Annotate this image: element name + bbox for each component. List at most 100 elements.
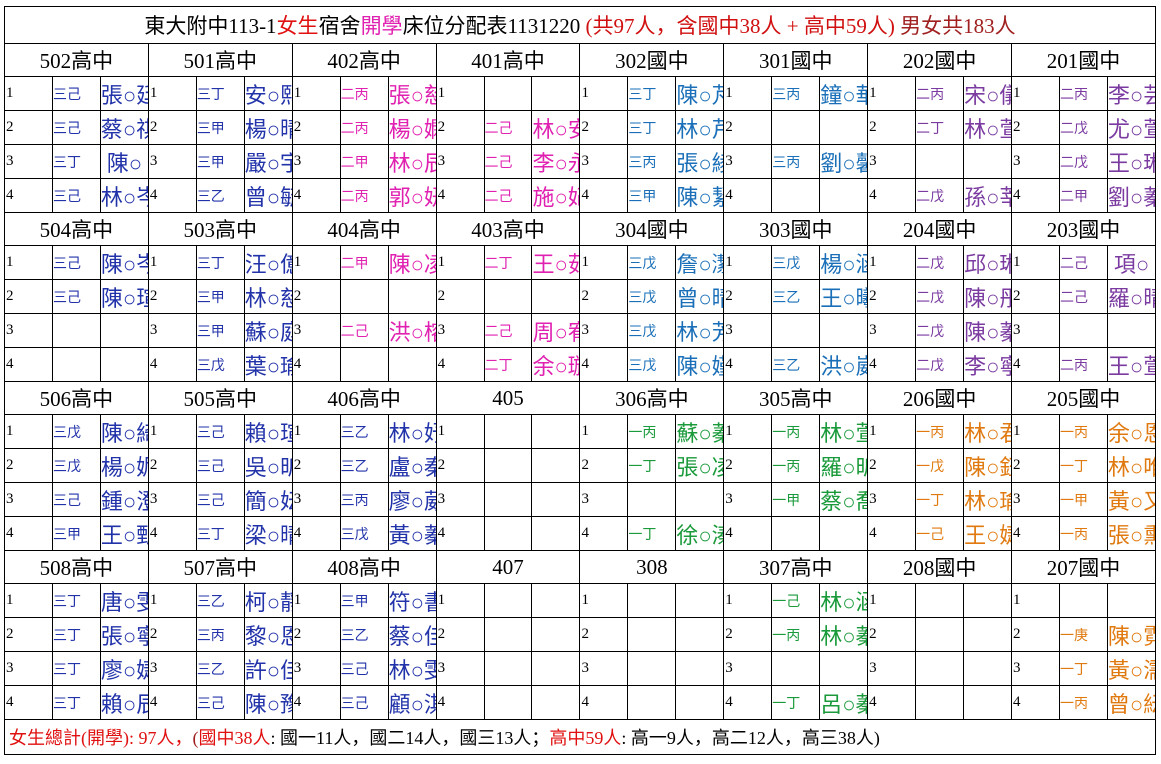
student-name bbox=[675, 617, 725, 652]
class-name: 三戊 bbox=[771, 245, 821, 280]
class-name: 三丁 bbox=[195, 76, 245, 111]
class-name: 一庚 bbox=[1058, 617, 1108, 652]
student-name: 宋○儀 bbox=[963, 76, 1013, 111]
class-name: 二丁 bbox=[483, 245, 533, 280]
class-name: 一甲 bbox=[771, 482, 821, 517]
student-name: 楊○涵 bbox=[819, 245, 869, 280]
class-name: 二甲 bbox=[1058, 178, 1108, 213]
student-name bbox=[387, 279, 437, 314]
bed-number: 3 bbox=[867, 651, 917, 686]
bed-number: 1 bbox=[4, 414, 53, 449]
class-name: 一戊 bbox=[915, 448, 965, 483]
student-name bbox=[387, 347, 437, 382]
bed-number: 4 bbox=[723, 516, 773, 551]
bed-number: 3 bbox=[4, 482, 53, 517]
room-name: 202國中 bbox=[867, 43, 1013, 77]
class-name: 三戊 bbox=[627, 313, 677, 348]
student-name: 林○萱 bbox=[819, 414, 869, 449]
class-name: 三丙 bbox=[771, 144, 821, 179]
class-name: 三甲 bbox=[195, 313, 245, 348]
bed-number: 2 bbox=[723, 617, 773, 652]
student-name bbox=[675, 685, 725, 720]
class-name: 三己 bbox=[339, 685, 389, 720]
student-name: 李○永 bbox=[531, 144, 581, 179]
bed-number: 3 bbox=[435, 482, 485, 517]
bed-number: 4 bbox=[867, 685, 917, 720]
room-name: 401高中 bbox=[435, 43, 581, 77]
student-name: 陳○綺 bbox=[99, 414, 149, 449]
class-name: 二己 bbox=[483, 178, 533, 213]
class-name: 三丁 bbox=[51, 617, 101, 652]
class-name bbox=[483, 448, 533, 483]
class-name: 三乙 bbox=[339, 448, 389, 483]
bed-number: 3 bbox=[723, 313, 773, 348]
class-name: 二丙 bbox=[339, 110, 389, 145]
student-name: 洪○崴 bbox=[819, 347, 869, 382]
bed-number: 2 bbox=[435, 279, 485, 314]
student-name bbox=[99, 347, 149, 382]
bed-number: 2 bbox=[435, 448, 485, 483]
student-name: 葉○瑜 bbox=[243, 347, 293, 382]
bed-number: 2 bbox=[147, 617, 197, 652]
class-name: 二戊 bbox=[1058, 110, 1108, 145]
footer-row: 女生總計(開學): 97人，(國中38人: 國一11人，國二14人，國三13人；… bbox=[4, 719, 1156, 755]
class-name: 三甲 bbox=[51, 516, 101, 551]
class-name: 三己 bbox=[51, 482, 101, 517]
bed-number: 2 bbox=[4, 110, 53, 145]
student-name bbox=[675, 583, 725, 618]
bed-number: 1 bbox=[435, 414, 485, 449]
class-name bbox=[483, 414, 533, 449]
class-name: 二戊 bbox=[915, 279, 965, 314]
student-name bbox=[819, 651, 869, 686]
class-name bbox=[915, 617, 965, 652]
allocation-table: 東大附中113-1女生宿舍開學床位分配表1131220 (共97人，含國中38人… bbox=[4, 6, 1157, 755]
bed-number: 4 bbox=[579, 516, 629, 551]
class-name bbox=[483, 482, 533, 517]
class-name bbox=[627, 685, 677, 720]
room-name: 404高中 bbox=[291, 212, 437, 246]
student-name: 汪○億 bbox=[243, 245, 293, 280]
class-name: 三己 bbox=[195, 482, 245, 517]
title-row: 東大附中113-1女生宿舍開學床位分配表1131220 (共97人，含國中38人… bbox=[4, 6, 1156, 44]
class-name: 一丁 bbox=[1058, 651, 1108, 686]
class-name bbox=[51, 313, 101, 348]
class-name bbox=[915, 583, 965, 618]
room-name: 301國中 bbox=[723, 43, 869, 77]
student-name: 張○寧 bbox=[99, 617, 149, 652]
bed-number: 1 bbox=[723, 414, 773, 449]
bed-number: 4 bbox=[579, 347, 629, 382]
bed-number: 3 bbox=[435, 651, 485, 686]
bed-number: 4 bbox=[579, 178, 629, 213]
bed-number: 1 bbox=[4, 245, 53, 280]
title-part: 床位分配表1131220 bbox=[402, 14, 586, 38]
room-name: 308 bbox=[579, 550, 725, 584]
class-name bbox=[483, 651, 533, 686]
class-name: 三己 bbox=[51, 245, 101, 280]
class-name: 三甲 bbox=[339, 583, 389, 618]
class-name bbox=[483, 516, 533, 551]
class-name: 三丙 bbox=[771, 76, 821, 111]
bed-number: 3 bbox=[579, 313, 629, 348]
class-name: 三甲 bbox=[195, 110, 245, 145]
class-name: 二丁 bbox=[915, 110, 965, 145]
student-name: 張○廷 bbox=[99, 76, 149, 111]
bed-row: 1三己陳○岑1三丁汪○億1二甲陳○凌1二丁王○茹1三戊詹○潔1三戊楊○涵1二戊邱… bbox=[4, 245, 1157, 280]
student-name: 曾○紜 bbox=[1106, 685, 1157, 720]
student-name: 李○寧 bbox=[963, 347, 1013, 382]
student-name: 鍾○澄 bbox=[99, 482, 149, 517]
room-name: 206國中 bbox=[867, 381, 1013, 415]
class-name: 三乙 bbox=[195, 583, 245, 618]
student-name: 黃○濡 bbox=[1106, 651, 1157, 686]
room-name: 408高中 bbox=[291, 550, 437, 584]
student-name: 林○雯 bbox=[387, 651, 437, 686]
bed-number: 1 bbox=[291, 76, 341, 111]
bed-row: 1三戊陳○綺1三己賴○瑄1三乙林○妤11一丙蘇○蓁1一丙林○萱1一丙林○君1一丙… bbox=[4, 414, 1157, 449]
student-name bbox=[963, 583, 1013, 618]
class-name: 三戊 bbox=[195, 347, 245, 382]
room-name: 507高中 bbox=[147, 550, 293, 584]
bed-number: 2 bbox=[579, 110, 629, 145]
footer-part: : 高一9人，高二12人，高三38人) bbox=[621, 728, 880, 748]
student-name: 徐○溱 bbox=[675, 516, 725, 551]
bed-number: 1 bbox=[147, 245, 197, 280]
bed-number: 2 bbox=[579, 617, 629, 652]
